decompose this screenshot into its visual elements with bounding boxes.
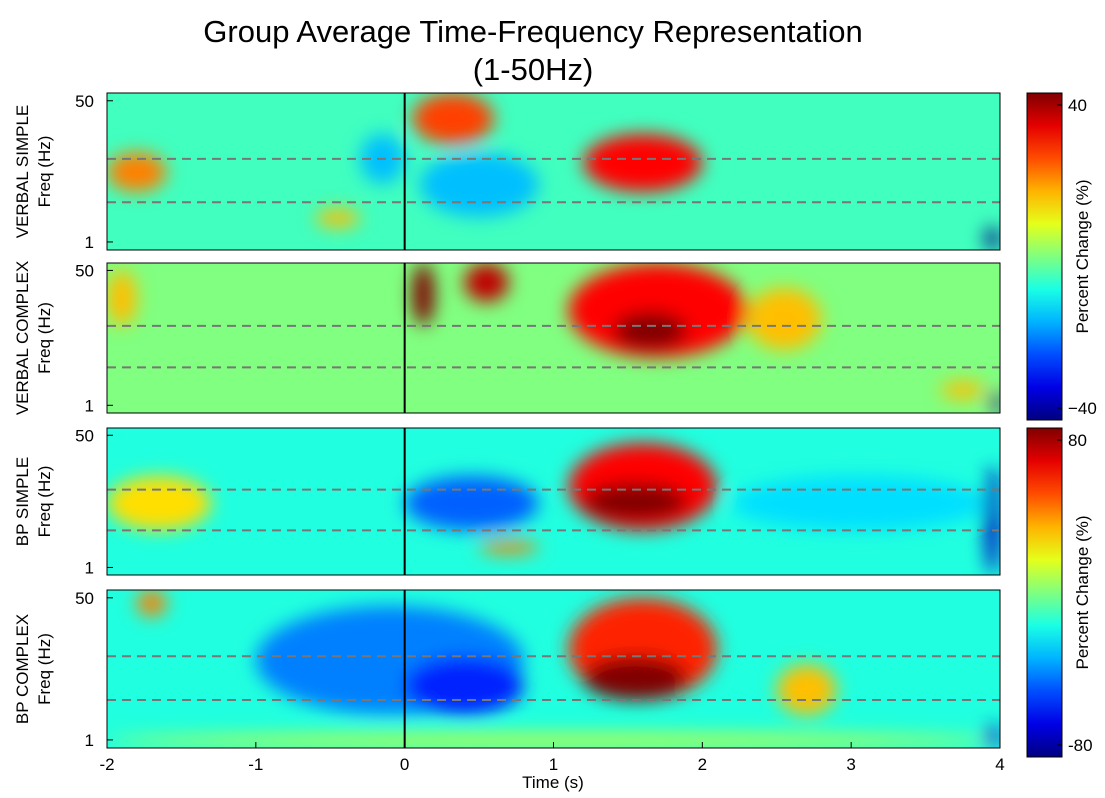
region: [412, 93, 494, 145]
chart-title: Group Average Time-Frequency Representat…: [203, 14, 862, 49]
region: [583, 133, 703, 192]
y-tick-label: 50: [75, 589, 94, 608]
region: [583, 483, 688, 521]
heatmap-background: [107, 263, 1000, 413]
y-tick-label: 50: [75, 261, 94, 280]
y-axis-label: Freq (Hz): [35, 302, 54, 374]
region: [746, 288, 822, 350]
region: [568, 263, 747, 358]
y-tick-label: 50: [75, 426, 94, 445]
panel-frame: [106, 92, 1001, 251]
region: [412, 263, 435, 326]
region: [404, 656, 524, 715]
colorbar-tick-label: 40: [1068, 96, 1087, 115]
region: [419, 152, 539, 217]
region: [479, 540, 539, 554]
y-tick-label: 1: [85, 233, 94, 252]
blobs: [107, 590, 1000, 748]
region: [107, 733, 1000, 748]
panel-name: BP SIMPLE: [13, 457, 32, 546]
region: [990, 391, 1000, 413]
panel-name: BP COMPLEX: [13, 614, 32, 724]
x-tick-label: 3: [846, 755, 855, 774]
region: [732, 475, 986, 531]
region: [464, 263, 509, 303]
panel-frame: [106, 262, 1001, 414]
region: [404, 475, 539, 531]
colorbar: [1026, 427, 1063, 758]
y-axis-label: Freq (Hz): [35, 136, 54, 208]
x-tick-label: -2: [99, 755, 114, 774]
heatmap-background: [107, 590, 1000, 748]
heatmap: [107, 93, 1000, 250]
chart-subtitle: (1-50Hz): [473, 52, 594, 87]
panel-name: VERBAL COMPLEX: [13, 261, 32, 415]
x-axis-label: Time (s): [522, 773, 584, 792]
blobs: [107, 93, 1000, 250]
region: [985, 725, 1000, 748]
colorbar-tick-label: −40: [1068, 399, 1097, 418]
region: [985, 227, 1000, 250]
heatmap: [107, 428, 1000, 575]
x-tick-label: 0: [400, 755, 409, 774]
heatmap-background: [107, 93, 1000, 250]
region: [583, 656, 688, 700]
colorbar-label: Percent Change (%): [1073, 179, 1092, 333]
colorbar: [1026, 92, 1063, 421]
region: [940, 381, 986, 400]
region: [776, 664, 837, 715]
region: [107, 475, 212, 531]
panel-name: VERBAL SIMPLE: [13, 105, 32, 239]
x-tick-label: -1: [248, 755, 263, 774]
region: [136, 590, 167, 617]
y-axis-label: Freq (Hz): [35, 633, 54, 705]
blobs: [107, 263, 1000, 413]
y-axis-label: Freq (Hz): [35, 466, 54, 538]
y-tick-label: 1: [85, 731, 94, 750]
x-tick-label: 1: [549, 755, 558, 774]
heatmap: [107, 263, 1000, 413]
panel-frame: [106, 427, 1001, 576]
colorbar-tick-label: -80: [1068, 736, 1093, 755]
region: [613, 311, 688, 350]
heatmap: [107, 590, 1000, 748]
x-tick-label: 4: [995, 755, 1004, 774]
y-tick-label: 1: [85, 558, 94, 577]
x-tick-label: 2: [698, 755, 707, 774]
colorbar-tick-label: 80: [1068, 431, 1087, 450]
region: [107, 270, 137, 326]
region: [985, 466, 1000, 575]
y-tick-label: 50: [75, 92, 94, 111]
colorbar-label: Percent Change (%): [1073, 515, 1092, 669]
region: [315, 208, 361, 228]
y-tick-label: 1: [85, 396, 94, 415]
region: [107, 152, 167, 192]
